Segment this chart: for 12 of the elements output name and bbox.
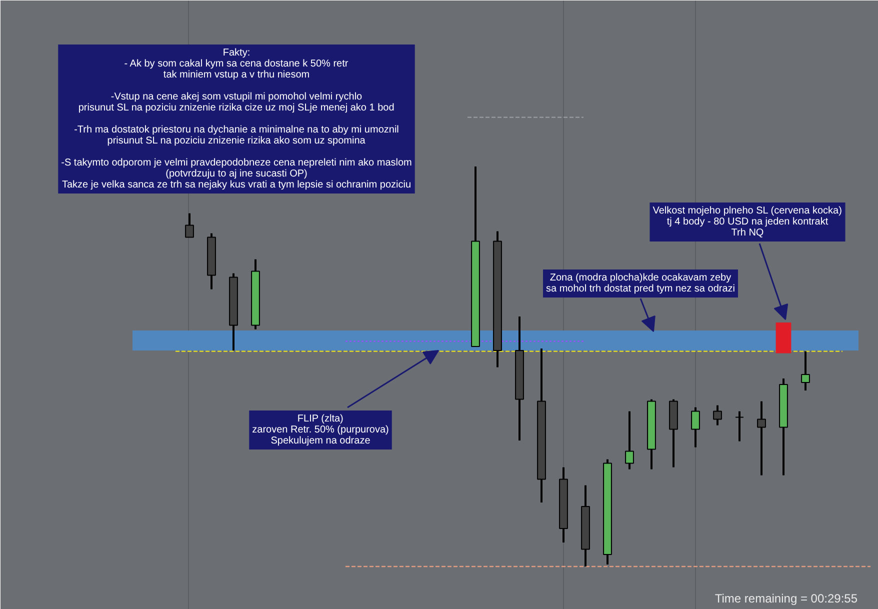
text: Time remaining = 00:29:55 — [714, 592, 858, 606]
candlestick — [757, 400, 766, 476]
candlestick — [625, 410, 634, 470]
candlestick — [801, 350, 810, 392]
text: Fakty: - Ak by som cakal kym sa cena dostane k 50% retr tak miniem vstup a v trhu niesom -Vstup na cene akej som vstupil mi pomohol velmi rychlo prisunut SL na poziciu znizenie rizika cize uz moj SLje menej ako 1 bod -Trh ma dostatok priestoru na dychanie a minimalne na to aby mi umoznil prisunut SL na poziciu znizenie rizika ako som uz spomina -S takymto odporom je velmi pravdepodobneze cena nepreleti nim ako maslom (potvrdzuju to aj ine sucasti OP) Takze je velka sanca ze trh sa nejaky kus vrati a tym lepsie si ochranim poziciu — [61, 48, 412, 190]
candlestick — [735, 410, 744, 442]
candlestick — [185, 212, 194, 238]
annotation: Zona (modra plocha)kde ocakavam zeby sa mohol trh dostat pred tym nez sa odrazi — [546, 272, 735, 294]
annotation: Velkost mojeho plneho SL (cervena kocka) tj 4 body - 80 USD na jeden kontrakt Trh NQ — [652, 206, 842, 238]
annotation: FLIP (zlta) zaroven Retr. 50% (purpurova) Spekulujem na odraze — [252, 414, 389, 446]
candlestick — [713, 404, 722, 426]
candlestick — [691, 406, 700, 448]
